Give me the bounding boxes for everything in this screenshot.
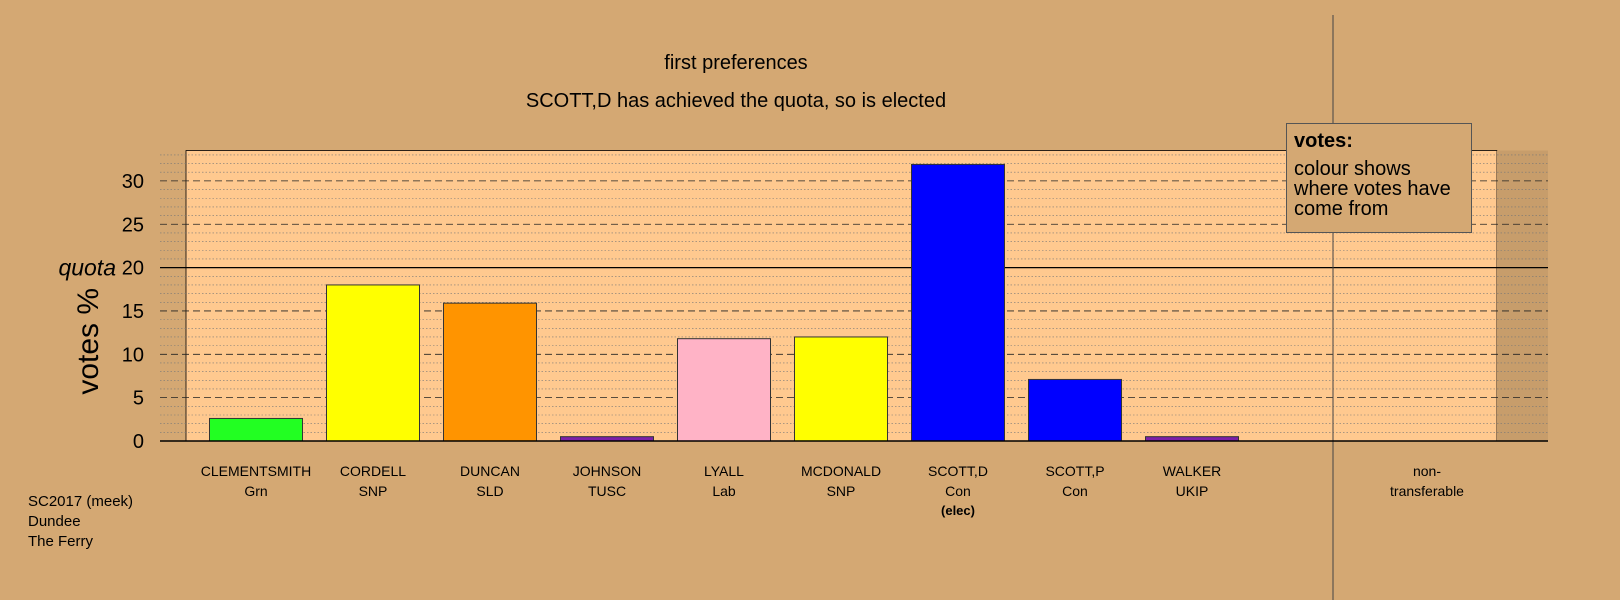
- quota-label: quota: [58, 255, 116, 281]
- candidate-name: WALKER: [1163, 463, 1222, 479]
- bar-clementsmith: [209, 417, 303, 442]
- info-line-election: SC2017 (meek): [28, 493, 134, 510]
- elected-note: (elec): [941, 503, 975, 518]
- bar-cordell: [326, 284, 420, 442]
- y-tick-label: 0: [133, 431, 144, 453]
- y-tick-label: 30: [122, 171, 144, 193]
- candidate-name: DUNCAN: [460, 463, 520, 479]
- bar-mcdonald: [794, 336, 888, 442]
- candidate-name: SCOTT,D: [928, 463, 988, 479]
- y-tick-label: 15: [122, 301, 144, 323]
- info-line-council: Dundee: [28, 513, 81, 530]
- candidate-name: CORDELL: [340, 463, 406, 479]
- y-tick-label: 20: [122, 258, 144, 280]
- candidate-party: Con: [1062, 483, 1088, 499]
- candidate-name: LYALL: [704, 463, 744, 479]
- candidate-party: SNP: [359, 483, 388, 499]
- candidate-name: MCDONALD: [801, 463, 881, 479]
- y-tick-label: 25: [122, 214, 144, 236]
- y-tick-label: 5: [133, 388, 144, 410]
- chart-subtitle: SCOTT,D has achieved the quota, so is el…: [525, 90, 947, 112]
- candidate-party: Grn: [244, 483, 267, 499]
- nontransferable-label: transferable: [1390, 483, 1464, 499]
- right-band: [1497, 150, 1548, 441]
- legend-title: votes:: [1294, 130, 1353, 152]
- legend-box: votes: colour shows where votes have com…: [1286, 123, 1472, 233]
- candidate-party: SNP: [827, 483, 856, 499]
- candidate-party: UKIP: [1176, 483, 1209, 499]
- bar-duncan: [443, 302, 537, 442]
- candidate-party: SLD: [476, 483, 503, 499]
- candidate-party: TUSC: [588, 483, 626, 499]
- bar-scottd: [911, 163, 1005, 442]
- chart-title: first preferences: [664, 52, 808, 74]
- candidate-name: JOHNSON: [573, 463, 641, 479]
- bar-scottp: [1028, 378, 1122, 442]
- legend-body: colour shows where votes have come from: [1294, 158, 1451, 220]
- y-tick-label: 10: [122, 344, 144, 366]
- bar-lyall: [677, 338, 771, 442]
- nontransferable-label: non-: [1413, 463, 1441, 479]
- info-line-ward: The Ferry: [28, 533, 94, 550]
- candidate-name: CLEMENTSMITH: [201, 463, 311, 479]
- candidate-party: Lab: [712, 483, 736, 499]
- y-axis-label: votes %: [72, 288, 105, 395]
- election-info: SC2017 (meek) Dundee The Ferry: [28, 492, 133, 552]
- candidate-party: Con: [945, 483, 971, 499]
- candidate-name: SCOTT,P: [1045, 463, 1104, 479]
